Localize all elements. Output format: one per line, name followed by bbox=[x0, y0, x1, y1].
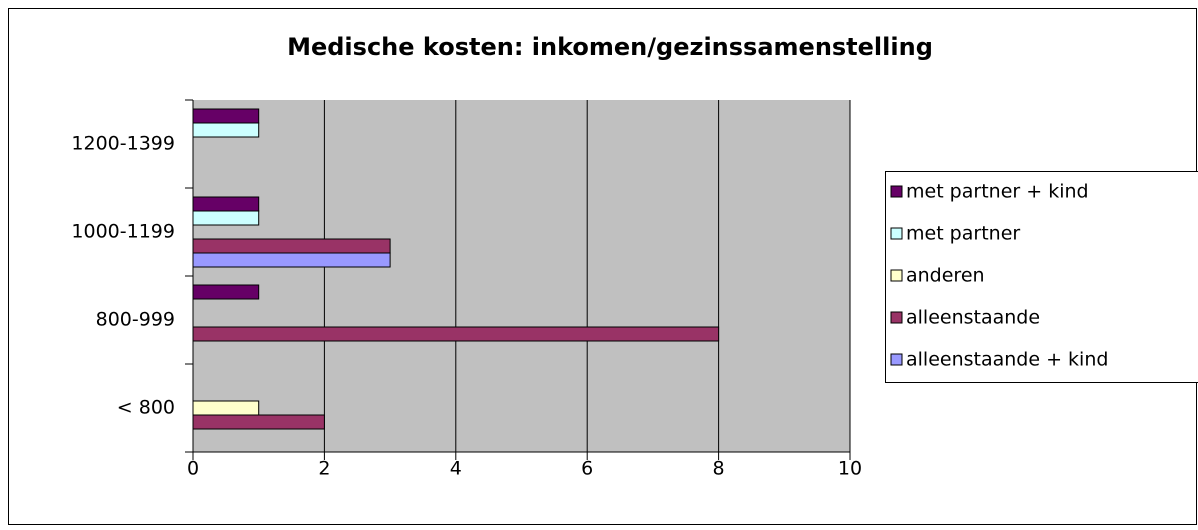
bar bbox=[193, 253, 390, 267]
bar bbox=[193, 401, 259, 415]
bar bbox=[193, 327, 719, 341]
chart-title: Medische kosten: inkomen/gezinssamenstel… bbox=[287, 33, 933, 61]
legend-swatch bbox=[891, 354, 902, 365]
bar bbox=[193, 197, 259, 211]
x-tick-label: 4 bbox=[450, 458, 462, 480]
legend-swatch bbox=[891, 186, 902, 197]
plot-area bbox=[193, 100, 850, 452]
legend-label: alleenstaande + kind bbox=[906, 349, 1108, 371]
legend-swatch bbox=[891, 312, 902, 323]
y-tick-label: 800-999 bbox=[96, 309, 175, 331]
x-tick-label: 6 bbox=[581, 458, 593, 480]
x-tick-label: 2 bbox=[318, 458, 330, 480]
legend-swatch bbox=[891, 270, 902, 281]
legend-swatch bbox=[891, 228, 902, 239]
x-tick-label: 0 bbox=[187, 458, 199, 480]
y-tick-label: 1000-1199 bbox=[71, 221, 175, 243]
bar bbox=[193, 285, 259, 299]
legend-label: anderen bbox=[906, 265, 985, 287]
bar bbox=[193, 239, 390, 253]
legend-label: alleenstaande bbox=[906, 307, 1040, 329]
x-tick-label: 8 bbox=[713, 458, 725, 480]
bar bbox=[193, 211, 259, 225]
bar bbox=[193, 123, 259, 137]
legend-label: met partner + kind bbox=[906, 181, 1089, 203]
y-tick-label: < 800 bbox=[117, 397, 175, 419]
bar bbox=[193, 415, 324, 429]
bar bbox=[193, 109, 259, 123]
y-tick-label: 1200-1399 bbox=[71, 133, 175, 155]
x-tick-label: 10 bbox=[838, 458, 862, 480]
legend-label: met partner bbox=[906, 223, 1020, 245]
